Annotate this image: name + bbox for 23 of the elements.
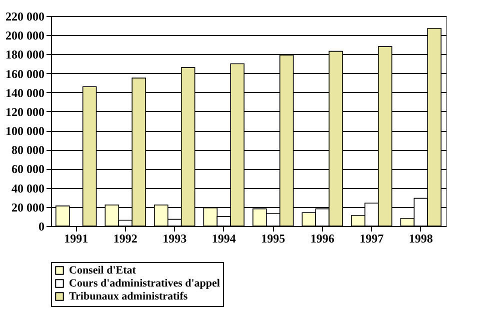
y-tick-label: 20 000: [12, 200, 44, 214]
y-tick-label: 160 000: [6, 66, 44, 81]
legend-label: Tribunaux administratifs: [69, 290, 188, 302]
x-tick-label: 1994: [212, 232, 236, 246]
y-tick-label: 140 000: [6, 86, 44, 100]
x-tick-label: 1996: [310, 232, 334, 246]
y-tick-label: 80 000: [12, 143, 44, 158]
x-tick-label: 1991: [64, 232, 88, 246]
y-tick-label: 180 000: [6, 48, 44, 62]
y-tick-label: 120 000: [6, 104, 44, 119]
x-tick-label: 1995: [261, 232, 286, 246]
legend-label: Cours d'administratives d'appel: [69, 278, 220, 290]
x-tick-label: 1997: [360, 232, 384, 246]
y-tick-label: 40 000: [12, 181, 44, 196]
y-tick-label: 0: [38, 220, 44, 234]
y-tick-label: 200 000: [6, 28, 44, 43]
y-tick-label: 220 000: [6, 10, 44, 24]
x-tick-label: 1998: [408, 232, 433, 246]
x-tick-label: 1993: [162, 232, 187, 246]
y-tick-label: 60 000: [12, 162, 44, 176]
y-tick-label: 100 000: [6, 124, 44, 138]
legend-label: Conseil d'Etat: [69, 264, 136, 276]
x-tick-label: 1992: [113, 232, 138, 246]
